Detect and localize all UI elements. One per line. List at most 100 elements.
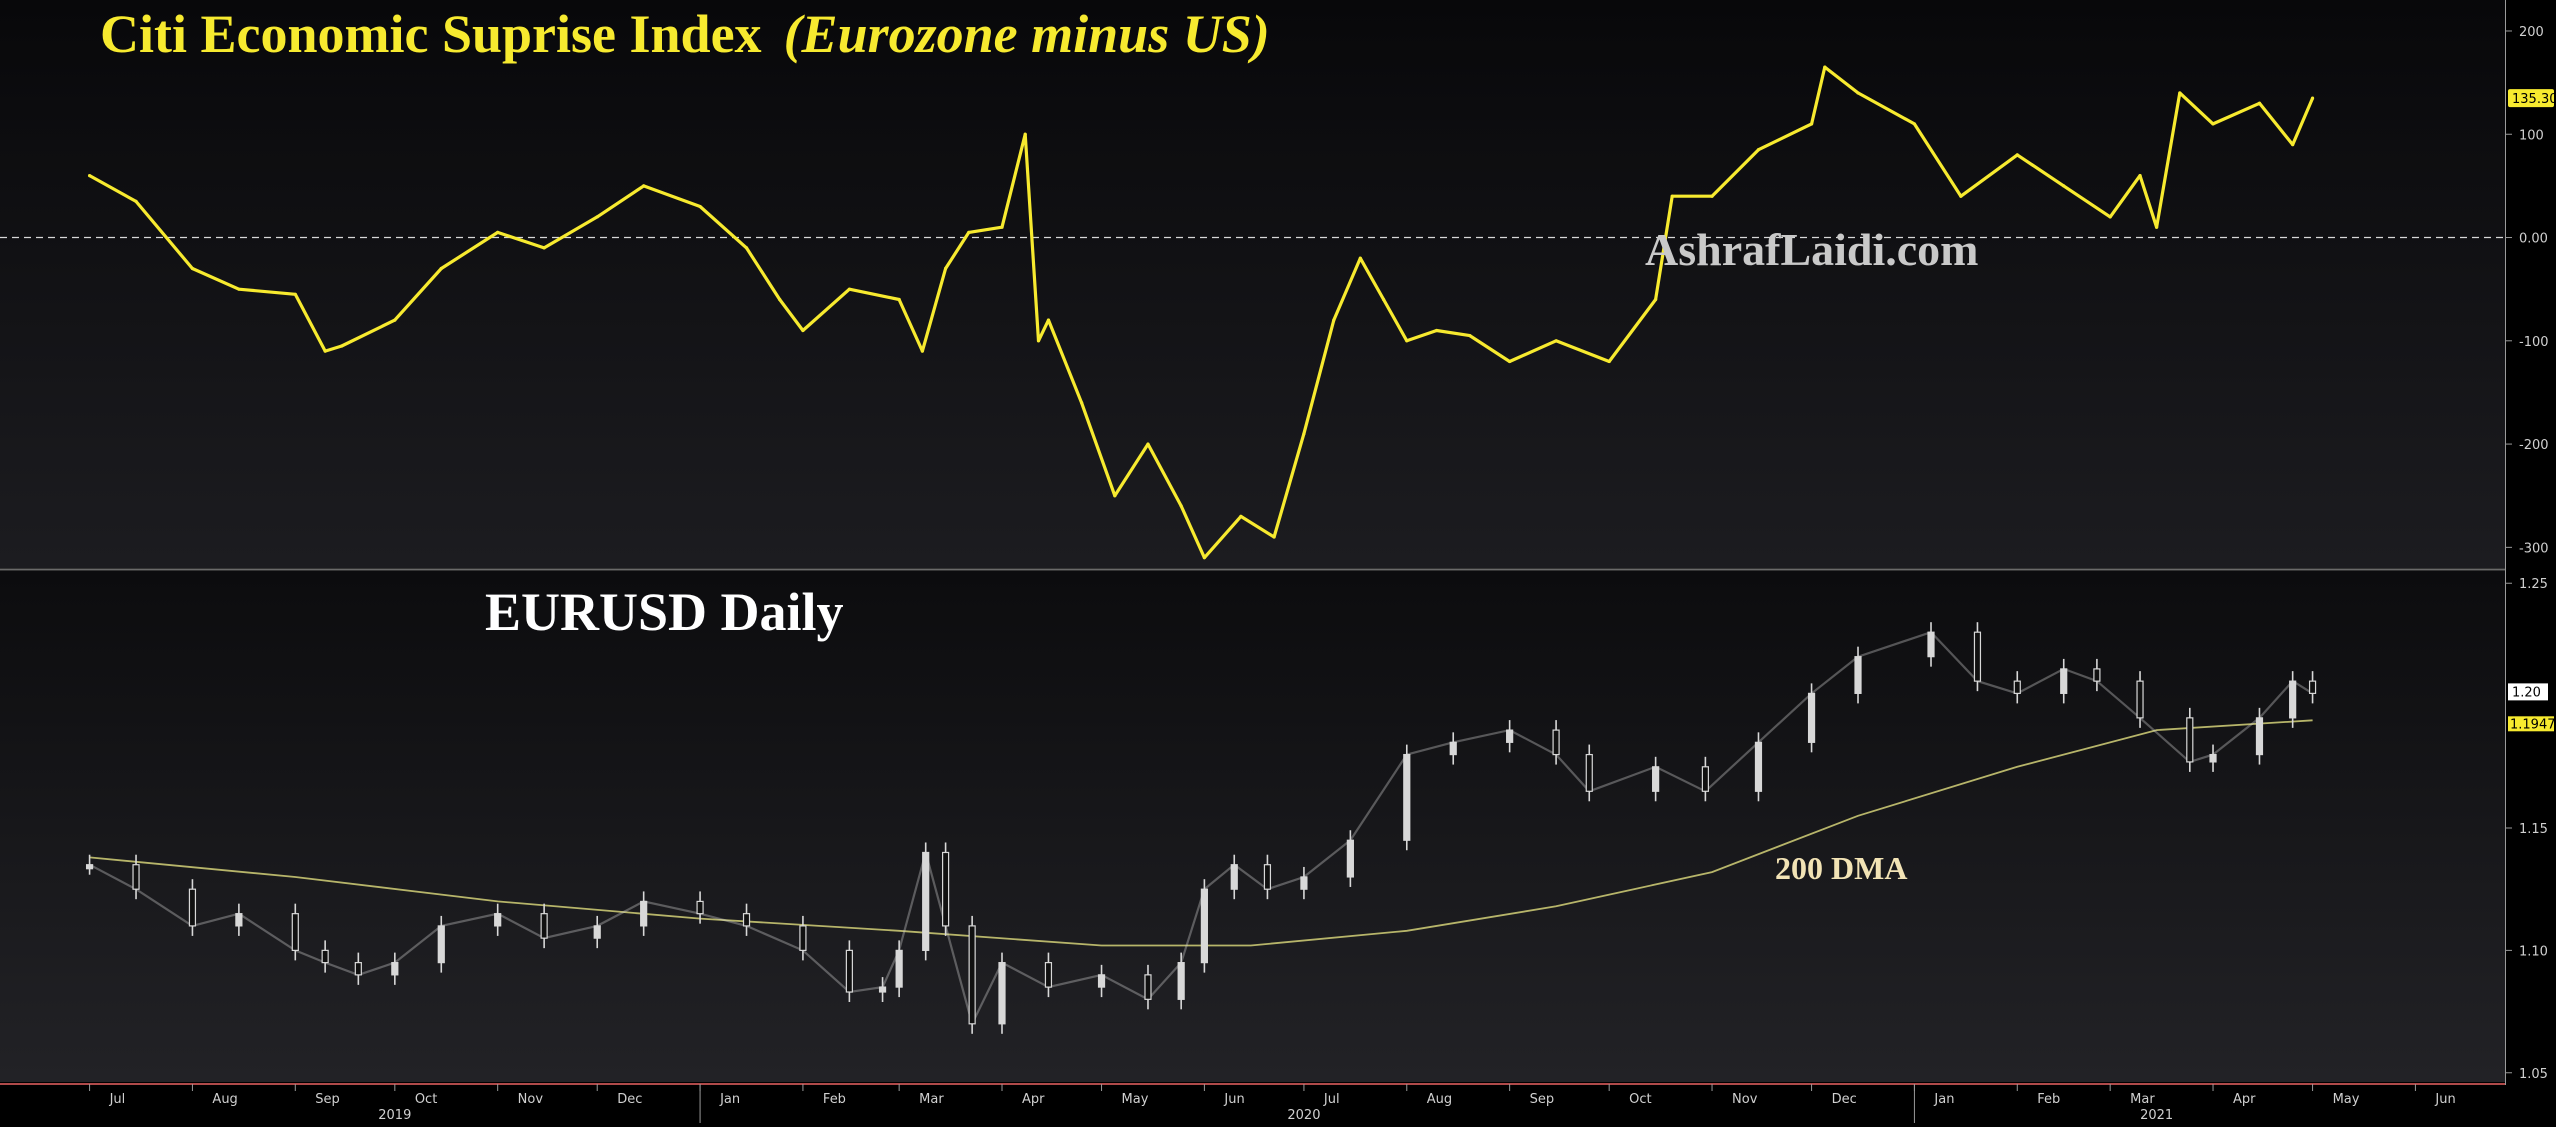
price-bar-body bbox=[1300, 876, 1308, 890]
price-bar-body bbox=[2308, 680, 2317, 694]
price-bar-body bbox=[2209, 753, 2217, 763]
index-point bbox=[2211, 122, 2215, 126]
index-point bbox=[1468, 334, 1472, 338]
index-y-tick-label: 0.00 bbox=[2519, 232, 2548, 247]
price-bar-body bbox=[494, 913, 502, 927]
index-y-tick-label: 200 bbox=[2519, 25, 2544, 40]
x-tick-label: Apr bbox=[1022, 1092, 1045, 1107]
index-point bbox=[1654, 297, 1658, 302]
index-point bbox=[897, 297, 901, 302]
x-tick-label: Jun bbox=[1223, 1092, 1244, 1107]
index-point bbox=[1381, 297, 1386, 302]
index-panel-background bbox=[0, 0, 2505, 568]
dma-annotation: 200 DMA bbox=[1775, 850, 1907, 886]
index-point bbox=[293, 292, 297, 296]
index-point bbox=[1036, 339, 1041, 343]
index-point bbox=[439, 266, 443, 271]
eurusd-y-axis: 1.25 1.15 1.10 1.05 bbox=[2505, 577, 2548, 1082]
index-y-tick-label: -300 bbox=[2519, 541, 2549, 556]
price-bar-body bbox=[941, 851, 950, 927]
price-bar-body bbox=[1652, 766, 1660, 792]
index-y-tick-label: -100 bbox=[2519, 335, 2549, 350]
index-point bbox=[87, 173, 92, 178]
price-bar-body bbox=[1200, 888, 1208, 964]
index-line bbox=[88, 65, 2315, 560]
price-bar-body bbox=[1346, 839, 1354, 878]
index-point bbox=[496, 230, 500, 234]
index-y-axis: 200 100 0.00 -100 -200 -300 bbox=[2505, 25, 2549, 556]
index-point bbox=[1405, 339, 1409, 343]
index-point bbox=[1023, 132, 1027, 136]
index-point bbox=[1080, 401, 1084, 405]
index-point bbox=[698, 204, 702, 209]
eurusd-last-price-tag bbox=[2508, 683, 2548, 701]
price-bar-body bbox=[132, 864, 140, 890]
index-point bbox=[1332, 318, 1336, 322]
index-point bbox=[1435, 328, 1439, 333]
price-bar-body bbox=[593, 925, 601, 939]
index-point bbox=[2155, 225, 2159, 229]
index-point bbox=[2257, 101, 2262, 105]
price-bar-body bbox=[1552, 729, 1560, 756]
price-bar-body bbox=[321, 949, 329, 964]
index-point bbox=[1302, 432, 1306, 436]
index-point bbox=[1000, 225, 1004, 229]
x-tick-label: Oct bbox=[1629, 1092, 1651, 1107]
index-point bbox=[2108, 215, 2112, 219]
index-point bbox=[1046, 318, 1051, 322]
x-tick-label: Sep bbox=[315, 1092, 340, 1107]
price-bar-body bbox=[968, 925, 976, 1025]
index-chart-subtitle: (Eurozone minus US) bbox=[784, 4, 1270, 64]
price-bar-body bbox=[2186, 717, 2194, 763]
x-tick-label: Sep bbox=[1530, 1092, 1555, 1107]
index-point bbox=[237, 287, 241, 291]
index-point bbox=[1113, 494, 1117, 498]
index-point bbox=[1912, 122, 1917, 126]
price-bar-body bbox=[799, 925, 807, 951]
x-tick-label: Jan bbox=[1933, 1092, 1954, 1107]
index-point bbox=[1823, 65, 1827, 69]
year-label: 2021 bbox=[2140, 1108, 2173, 1123]
x-axis: Jul Aug Sep Oct Nov Dec Jan Feb Mar Apr May Jun Jul A… bbox=[89, 1084, 2456, 1123]
price-bar-body bbox=[1263, 864, 1272, 890]
index-point bbox=[2178, 91, 2182, 95]
index-point bbox=[323, 349, 327, 353]
index-point bbox=[2138, 173, 2142, 178]
index-series: 135.30 bbox=[87, 65, 2556, 560]
x-tick-label: Aug bbox=[212, 1092, 237, 1107]
index-point bbox=[967, 230, 971, 234]
price-bar-body bbox=[742, 913, 751, 927]
index-y-tick-label: 100 bbox=[2519, 128, 2544, 143]
index-point bbox=[2310, 96, 2315, 100]
index-point bbox=[1146, 442, 1150, 446]
eurusd-y-tick-label: 1.25 bbox=[2519, 577, 2548, 592]
price-bar-body bbox=[922, 851, 930, 951]
index-point bbox=[744, 246, 749, 250]
index-point bbox=[943, 266, 948, 271]
x-tick-label: Jan bbox=[719, 1092, 740, 1107]
price-bar-body bbox=[998, 962, 1006, 1025]
index-point bbox=[1202, 556, 1206, 560]
index-point bbox=[1670, 194, 1674, 198]
price-bar-body bbox=[291, 913, 299, 951]
x-tick-label: Mar bbox=[2130, 1092, 2155, 1107]
x-tick-label: Jun bbox=[2434, 1092, 2455, 1107]
price-bar-body bbox=[1854, 656, 1862, 694]
index-point bbox=[1809, 122, 1814, 126]
dma-line bbox=[89, 719, 2313, 947]
index-point bbox=[134, 199, 138, 203]
price-bar-body bbox=[1973, 631, 1982, 682]
price-bar-body bbox=[1044, 962, 1053, 988]
x-tick-label: Oct bbox=[415, 1092, 437, 1107]
year-label: 2019 bbox=[378, 1108, 411, 1123]
price-bar-body bbox=[2136, 680, 2144, 719]
price-bar-body bbox=[1144, 974, 1152, 1000]
price-bar-body bbox=[540, 913, 548, 939]
index-point bbox=[1272, 535, 1276, 539]
eurusd-panel-background bbox=[0, 571, 2505, 1082]
price-bar-body bbox=[696, 900, 704, 915]
price-bar-body bbox=[1585, 753, 1593, 792]
eurusd-chart-title: EURUSD Daily bbox=[485, 582, 844, 642]
